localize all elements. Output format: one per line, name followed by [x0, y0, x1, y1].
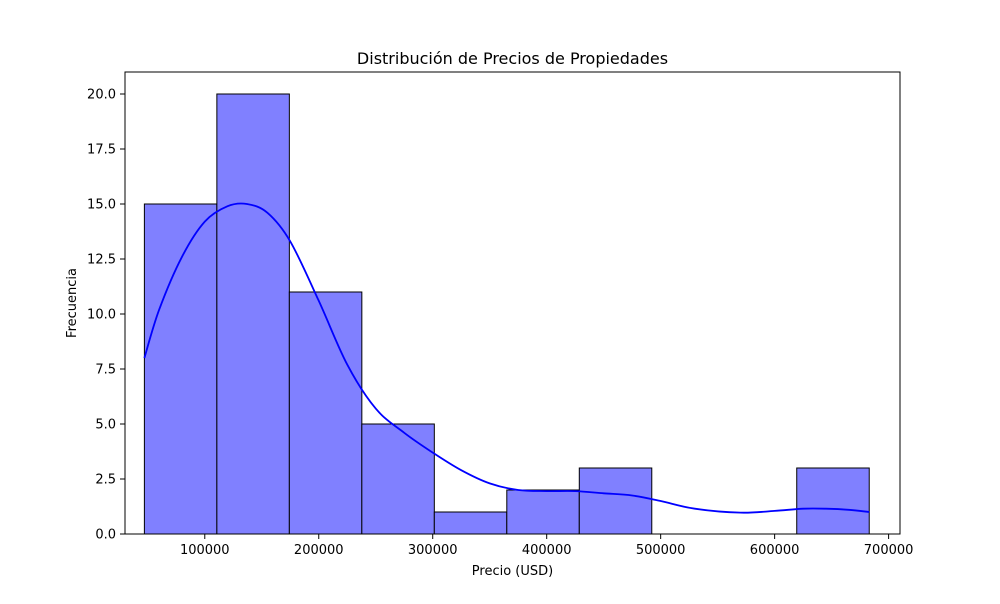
histogram-bar — [506, 489, 580, 535]
x-tick-label: 300000 — [408, 543, 458, 558]
y-axis-label: Frecuencia — [65, 268, 80, 338]
chart-title: Distribución de Precios de Propiedades — [357, 49, 668, 68]
x-axis-ticks: 100000 200000 300000 400000 500000 600000 7000… — [180, 534, 913, 558]
x-tick-label: 700000 — [864, 543, 914, 558]
y-tick-label: 2.5 — [95, 473, 116, 488]
x-tick-label: 100000 — [180, 543, 230, 558]
y-axis-ticks: 0.0 2.5 5.0 7.5 10.0 12.5 15.0 17.5 20.0 — [87, 88, 125, 543]
y-tick-label: 5.0 — [95, 418, 116, 433]
x-tick-label: 500000 — [636, 543, 686, 558]
x-tick-label: 600000 — [750, 543, 800, 558]
histogram-bar — [433, 511, 508, 535]
histogram-bar — [361, 423, 435, 535]
x-axis-label: Precio (USD) — [472, 564, 553, 579]
x-tick-label: 400000 — [522, 543, 572, 558]
histogram-bar — [143, 203, 218, 535]
histogram-bar — [796, 467, 870, 535]
y-tick-label: 17.5 — [87, 143, 116, 158]
plot-area-frame — [124, 71, 901, 535]
histogram-bar — [216, 93, 290, 535]
x-tick-label: 200000 — [294, 543, 344, 558]
y-tick-label: 10.0 — [87, 308, 116, 323]
y-tick-label: 7.5 — [95, 363, 116, 378]
y-tick-label: 0.0 — [95, 528, 116, 543]
y-tick-label: 15.0 — [87, 198, 116, 213]
y-tick-label: 12.5 — [87, 253, 116, 268]
y-tick-label: 20.0 — [87, 88, 116, 103]
histogram-bar — [288, 291, 363, 535]
histogram-bars — [143, 93, 870, 535]
histogram-bar — [578, 467, 653, 535]
kde-curve — [143, 202, 870, 514]
